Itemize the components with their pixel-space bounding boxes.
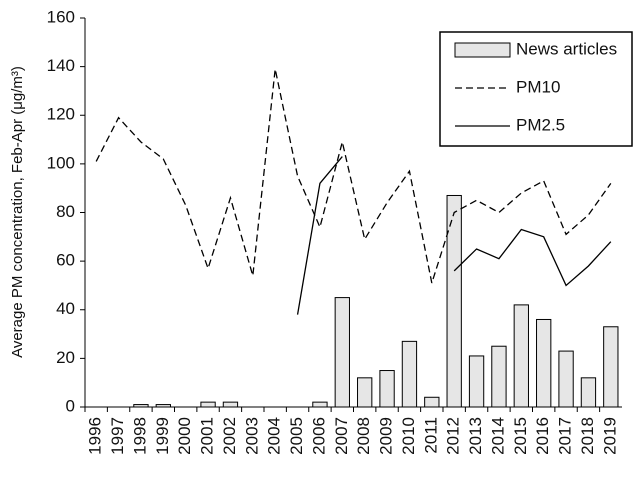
bar — [513, 304, 529, 408]
x-tick-label: 2019 — [600, 417, 619, 455]
y-tick-label: 0 — [66, 396, 75, 415]
bar — [357, 377, 373, 408]
bar — [558, 350, 574, 408]
y-tick-label: 140 — [47, 56, 75, 75]
x-tick-label: 2008 — [354, 417, 373, 455]
x-tick-label: 1997 — [108, 417, 127, 455]
x-tick-label: 2015 — [511, 417, 530, 455]
y-tick-label: 120 — [47, 105, 75, 124]
bar — [446, 194, 462, 408]
bar — [401, 340, 418, 408]
x-tick-label: 2002 — [220, 417, 239, 455]
x-tick-label: 2007 — [332, 417, 351, 455]
x-tick-label: 2004 — [265, 417, 284, 455]
x-tick-label: 2016 — [533, 417, 552, 455]
x-tick-label: 1996 — [86, 417, 105, 455]
bar — [379, 370, 395, 408]
x-tick-label: 2003 — [242, 417, 261, 455]
x-tick-label: 1998 — [130, 417, 149, 455]
x-tick-label: 2010 — [399, 417, 418, 455]
x-tick-label: 2000 — [175, 417, 194, 455]
x-tick-label: 1999 — [153, 417, 172, 455]
legend-label: PM10 — [516, 77, 560, 96]
y-tick-label: 80 — [56, 202, 75, 221]
bar — [603, 326, 619, 408]
y-tick-label: 60 — [56, 251, 75, 270]
x-tick-label: 2001 — [198, 417, 217, 455]
bar — [491, 345, 507, 408]
line — [95, 68, 612, 284]
x-tick-label: 2014 — [488, 417, 507, 455]
line — [296, 156, 612, 315]
y-tick-label: 40 — [56, 299, 75, 318]
legend-swatch — [454, 42, 511, 58]
y-tick-label: 20 — [56, 348, 75, 367]
legend-label: News articles — [516, 39, 617, 58]
x-tick-label: 2005 — [287, 417, 306, 455]
bar — [424, 396, 440, 408]
x-tick-label: 2013 — [466, 417, 485, 455]
y-tick-label: 160 — [47, 7, 75, 26]
x-tick-label: 2018 — [578, 417, 597, 455]
bar — [200, 401, 216, 408]
x-tick-label: 2011 — [421, 417, 440, 454]
bar — [580, 377, 597, 408]
bar — [536, 318, 552, 408]
bar — [312, 401, 328, 408]
bar — [334, 297, 350, 408]
x-tick-label: 2017 — [556, 417, 575, 455]
bar — [468, 355, 485, 408]
bar — [133, 404, 149, 408]
bar — [222, 401, 239, 408]
x-tick-label: 2012 — [444, 417, 463, 455]
y-axis-label: Average PM concentration, Feb-Apr (μg/m³… — [9, 66, 26, 358]
bar — [155, 404, 171, 408]
x-tick-label: 2009 — [377, 417, 396, 455]
y-tick-label: 100 — [47, 153, 75, 172]
legend-label: PM2.5 — [516, 115, 565, 134]
x-tick-label: 2006 — [309, 417, 328, 455]
